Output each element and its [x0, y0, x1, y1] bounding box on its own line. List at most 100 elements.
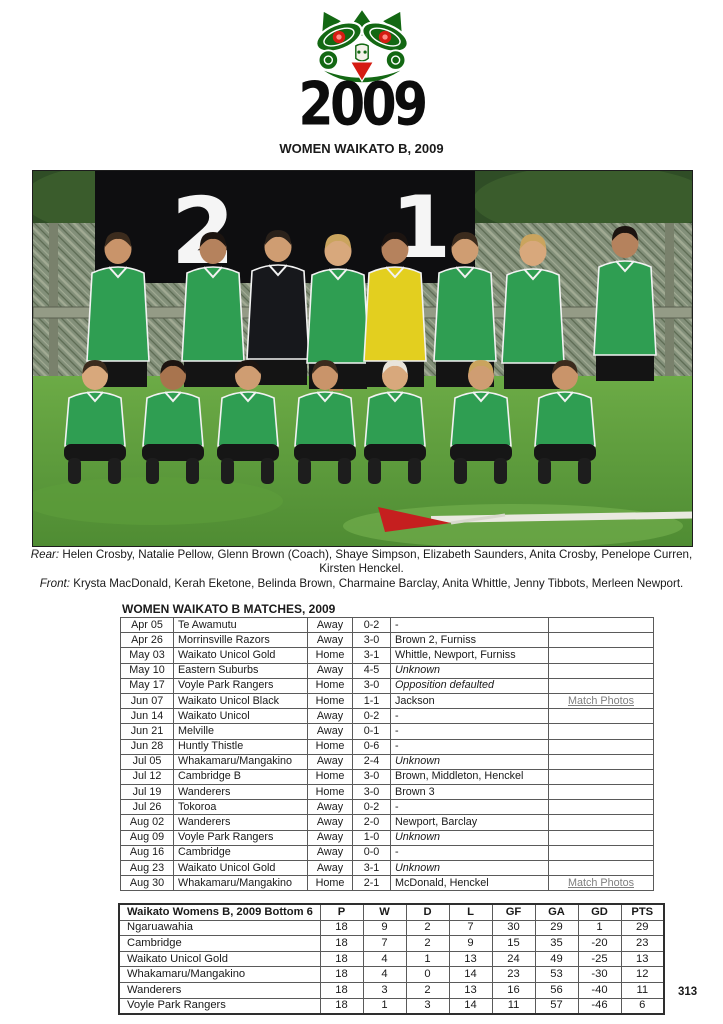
match-venue: Away — [307, 753, 353, 770]
match-photos-link[interactable]: Match Photos — [567, 876, 634, 889]
match-opponent: Morrinsville Razors — [173, 632, 308, 649]
match-score: 0-1 — [352, 723, 391, 740]
standings-stat: 13 — [448, 950, 493, 968]
match-link — [548, 632, 654, 649]
scoreboard-right-digit: 1 — [391, 178, 451, 278]
standings-stat: 23 — [491, 966, 536, 983]
standings-stat: 11 — [620, 981, 665, 999]
standings-stat: 7 — [362, 935, 407, 952]
match-venue: Away — [307, 799, 353, 816]
standings-stat: 24 — [491, 950, 536, 968]
match-date: Jun 28 — [120, 738, 174, 755]
match-link: Match Photos — [548, 875, 654, 892]
match-venue: Away — [307, 723, 353, 740]
standings-stat-header: GD — [577, 903, 622, 921]
match-link — [548, 859, 654, 877]
standings-stat-header: PTS — [620, 903, 665, 921]
match-photos-link[interactable]: Match Photos — [567, 694, 634, 707]
page-number: 313 — [678, 986, 698, 998]
match-opponent: Wanderers — [173, 814, 308, 831]
standings-team: Wanderers — [118, 981, 321, 999]
match-date: Aug 02 — [120, 814, 174, 831]
match-link — [548, 814, 654, 831]
standings-row: Waikato Unicol Gold 18 4 1 13 24 49 -25 13 — [118, 950, 665, 968]
match-date: Jul 19 — [120, 784, 174, 801]
match-row: Jul 26 Tokoroa Away 0-2- — [120, 799, 654, 816]
standings-stat: 14 — [448, 966, 493, 983]
match-score: 3-0 — [352, 784, 391, 801]
match-link — [548, 799, 654, 816]
match-venue: Away — [307, 859, 353, 877]
corner-flag — [378, 507, 451, 532]
match-date: Jul 05 — [120, 753, 174, 770]
match-opponent: Eastern Suburbs — [173, 662, 308, 679]
standings-stat-header: P — [319, 903, 364, 921]
standings-stat: 18 — [319, 950, 364, 968]
match-link: Match Photos — [548, 692, 654, 710]
match-score: 0-2 — [352, 708, 391, 725]
match-date: Aug 23 — [120, 859, 174, 877]
match-date: Jun 14 — [120, 708, 174, 725]
match-link — [548, 753, 654, 770]
match-date: Aug 16 — [120, 844, 174, 862]
match-scorers: - — [390, 738, 549, 755]
match-venue: Away — [307, 844, 353, 862]
match-score: 3-0 — [352, 632, 391, 649]
match-score: 3-1 — [352, 647, 391, 664]
match-scorers: Jackson — [390, 692, 549, 710]
caption-rear-line1: Rear: Helen Crosby, Natalie Pellow, Glen… — [30, 548, 693, 561]
standings-header-row: Waikato Womens B, 2009 Bottom 6 P W D L GF GA G… — [118, 903, 665, 921]
standings-stat: 2 — [405, 935, 450, 952]
match-opponent: Te Awamutu — [173, 616, 308, 634]
standings-row: Wanderers 18 3 2 13 16 56 -40 11 — [118, 981, 665, 999]
club-mask-logo — [314, 7, 409, 84]
standings-row: Cambridge 18 7 2 9 15 35 -20 23 — [118, 935, 665, 952]
match-scorers: - — [390, 799, 549, 816]
standings-stat: -46 — [577, 997, 622, 1015]
standings-stat-header: W — [362, 903, 407, 921]
match-date: Apr 05 — [120, 616, 174, 634]
standings-stat: 2 — [405, 981, 450, 999]
match-link — [548, 829, 654, 846]
match-row: Aug 30 Whakamaru/Mangakino Home 2-1 McDonald… — [120, 875, 654, 892]
match-opponent: Waikato Unicol Gold — [173, 859, 308, 877]
standings-team: Cambridge — [118, 935, 321, 952]
matches-table-title: WOMEN WAIKATO B MATCHES, 2009 — [122, 602, 336, 616]
match-scorers: Unknown — [390, 753, 549, 770]
standings-row: Ngaruawahia 18 9 2 7 30 29 1 29 — [118, 919, 665, 937]
match-venue: Away — [307, 662, 353, 679]
match-link — [548, 768, 654, 786]
match-date: Jun 21 — [120, 723, 174, 740]
match-row: May 10 Eastern Suburbs Away 4-5 Unknown — [120, 662, 654, 679]
match-row: Jul 12 Cambridge B Home 3-0 Brown, Middleton… — [120, 768, 654, 786]
match-scorers: Brown 2, Furniss — [390, 632, 549, 649]
match-score: 0-2 — [352, 799, 391, 816]
caption-front-label: Front: — [39, 576, 70, 590]
match-opponent: Tokoroa — [173, 799, 308, 816]
match-opponent: Whakamaru/Mangakino — [173, 875, 308, 892]
standings-stat: 2 — [405, 919, 450, 937]
match-date: May 03 — [120, 647, 174, 664]
match-venue: Home — [307, 692, 353, 710]
match-link — [548, 844, 654, 862]
standings-team: Whakamaru/Mangakino — [118, 966, 321, 983]
standings-team: Waikato Unicol Gold — [118, 950, 321, 968]
standings-stat-header: D — [405, 903, 450, 921]
match-venue: Home — [307, 875, 353, 892]
match-date: Jul 12 — [120, 768, 174, 786]
match-row: Apr 05 Te Awamutu Away 0-2- — [120, 616, 654, 634]
standings-stat: 7 — [448, 919, 493, 937]
match-opponent: Waikato Unicol — [173, 708, 308, 725]
team-photo: 2 1 — [32, 170, 693, 547]
page-title: WOMEN WAIKATO B, 2009 — [279, 141, 444, 156]
standings-stat: 3 — [362, 981, 407, 999]
standings-team: Voyle Park Rangers — [118, 997, 321, 1015]
match-scorers: - — [390, 708, 549, 725]
match-date: Aug 09 — [120, 829, 174, 846]
match-row: Jun 07 Waikato Unicol Black Home 1-1 Jackson… — [120, 692, 654, 710]
match-link — [548, 616, 654, 634]
standings-stat: 6 — [620, 997, 665, 1015]
match-score: 2-0 — [352, 814, 391, 831]
match-row: Aug 02 Wanderers Away 2-0 Newport, Barclay — [120, 814, 654, 831]
page-header: 2009 — [0, 4, 723, 134]
